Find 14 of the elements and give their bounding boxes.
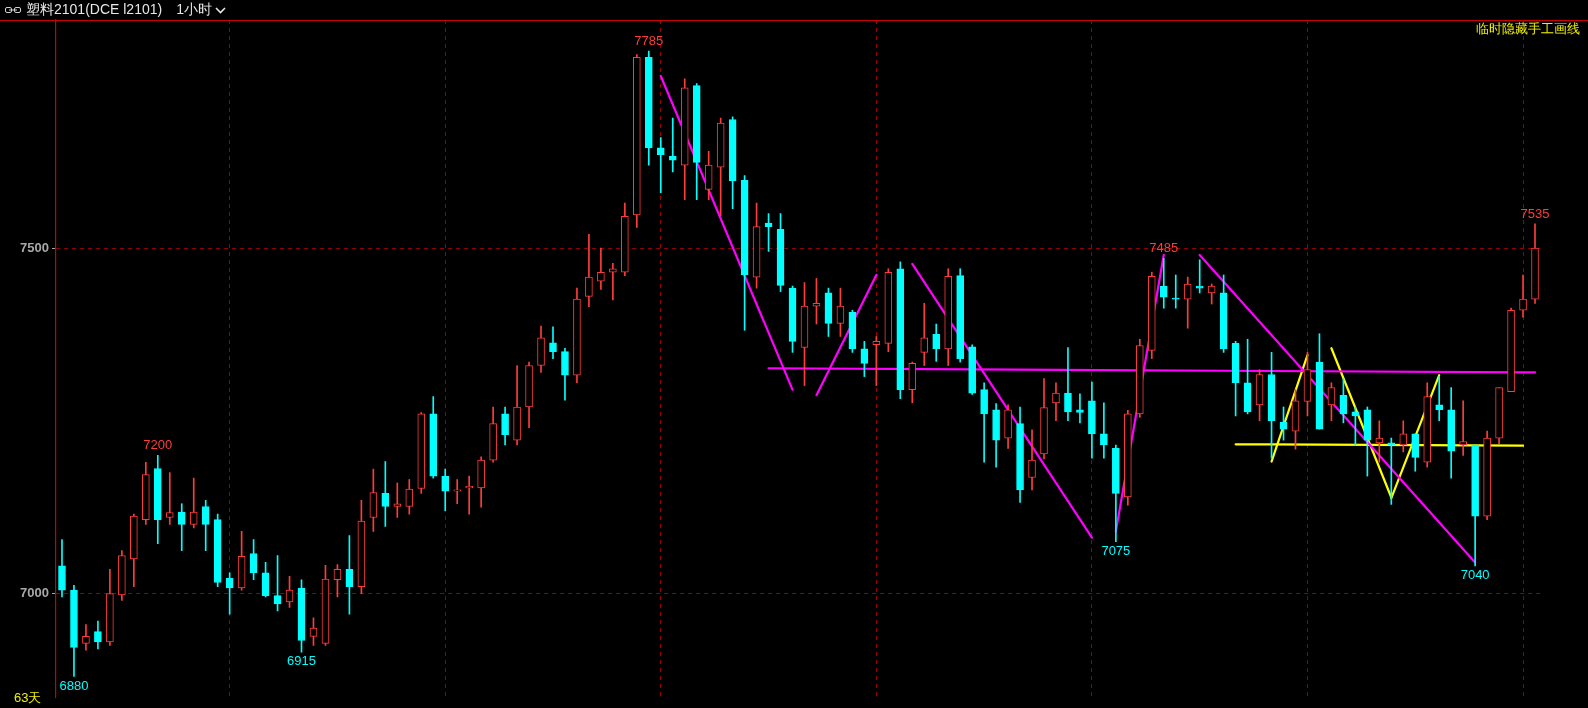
annotation: 7785 (634, 33, 664, 49)
y-tick-label: 7500 (20, 239, 49, 255)
chart-subtitle: 1小时 (176, 1, 212, 19)
annotation: 7075 (1101, 542, 1131, 558)
annotation: 7200 (143, 437, 173, 453)
annotation: 7485 (1149, 240, 1179, 256)
annotation: 6915 (287, 653, 316, 669)
chart-title: 塑料2101(DCE l2101) (26, 1, 163, 19)
annotation: 7535 (1520, 205, 1550, 221)
annotation: 6880 (59, 677, 89, 693)
annotation: 临时隐藏手工画线 (1476, 21, 1580, 37)
annotation: 7040 (1460, 566, 1490, 582)
y-tick-label: 7000 (20, 585, 49, 601)
text: 63天 (14, 690, 42, 706)
